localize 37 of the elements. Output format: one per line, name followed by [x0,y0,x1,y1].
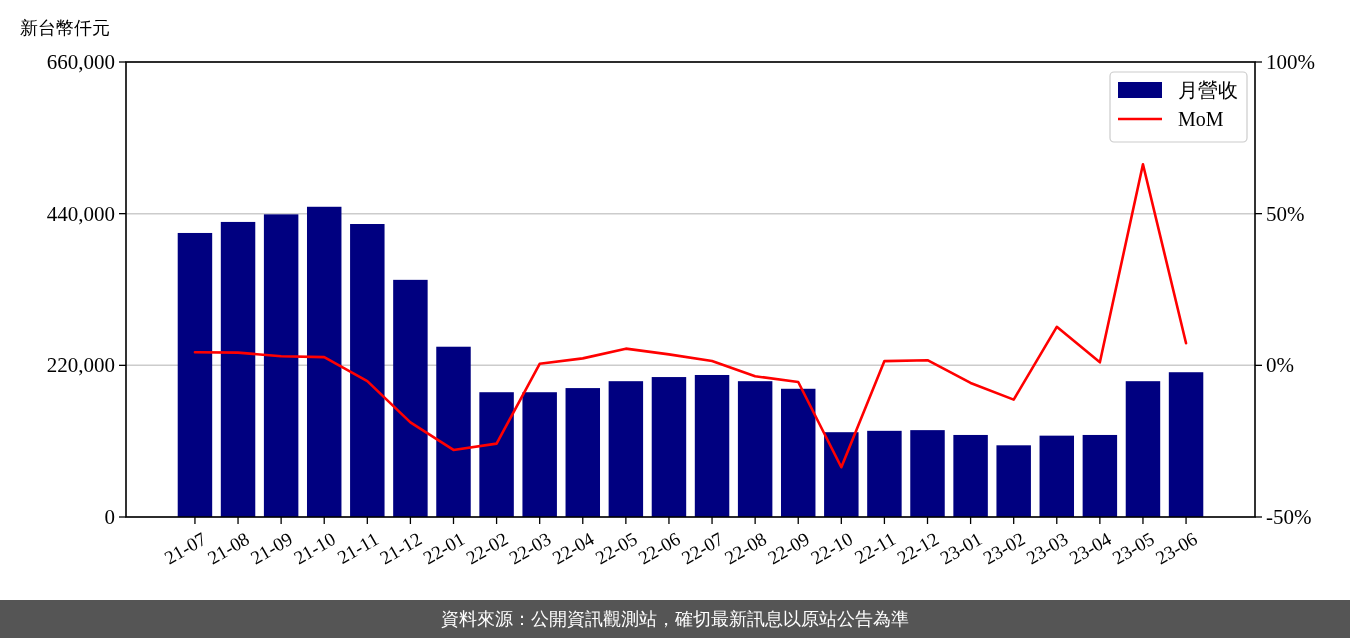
bar [1125,381,1161,517]
y-tick-label: 660,000 [46,50,115,74]
bar [780,388,816,517]
bar [651,377,687,517]
bar [1168,372,1204,517]
bar [263,214,299,517]
y-axis-title: 新台幣仟元 [20,18,110,38]
bar [867,430,902,517]
y-tick-label: 0 [104,505,115,529]
y-tick-label: 220,000 [46,353,115,378]
y2-tick-label: 0% [1266,353,1294,378]
legend-label: 月營收 [1178,79,1238,101]
bar [953,434,988,517]
source-note: 資料來源：公開資訊觀測站，確切最新訊息以原站公告為準 [441,609,909,629]
bar [565,388,601,517]
bar [177,232,213,517]
legend-label: MoM [1178,108,1224,130]
bar [910,430,945,517]
bar [522,392,557,517]
y-tick-label: 440,000 [46,201,115,226]
bar [306,206,342,517]
bar [737,381,773,517]
bar [1082,434,1118,517]
bar [220,221,256,517]
bar [393,279,428,517]
bar [694,374,730,517]
bar [350,224,385,517]
bar [996,445,1031,517]
bar [479,392,514,517]
y2-tick-label: 50% [1266,201,1305,226]
bar [824,432,859,517]
y2-tick-label: -50% [1266,505,1312,529]
y2-tick-label: 100% [1266,50,1315,74]
bar [436,346,471,517]
bar [1039,435,1075,517]
line-series [193,162,1188,469]
bar [608,381,644,517]
